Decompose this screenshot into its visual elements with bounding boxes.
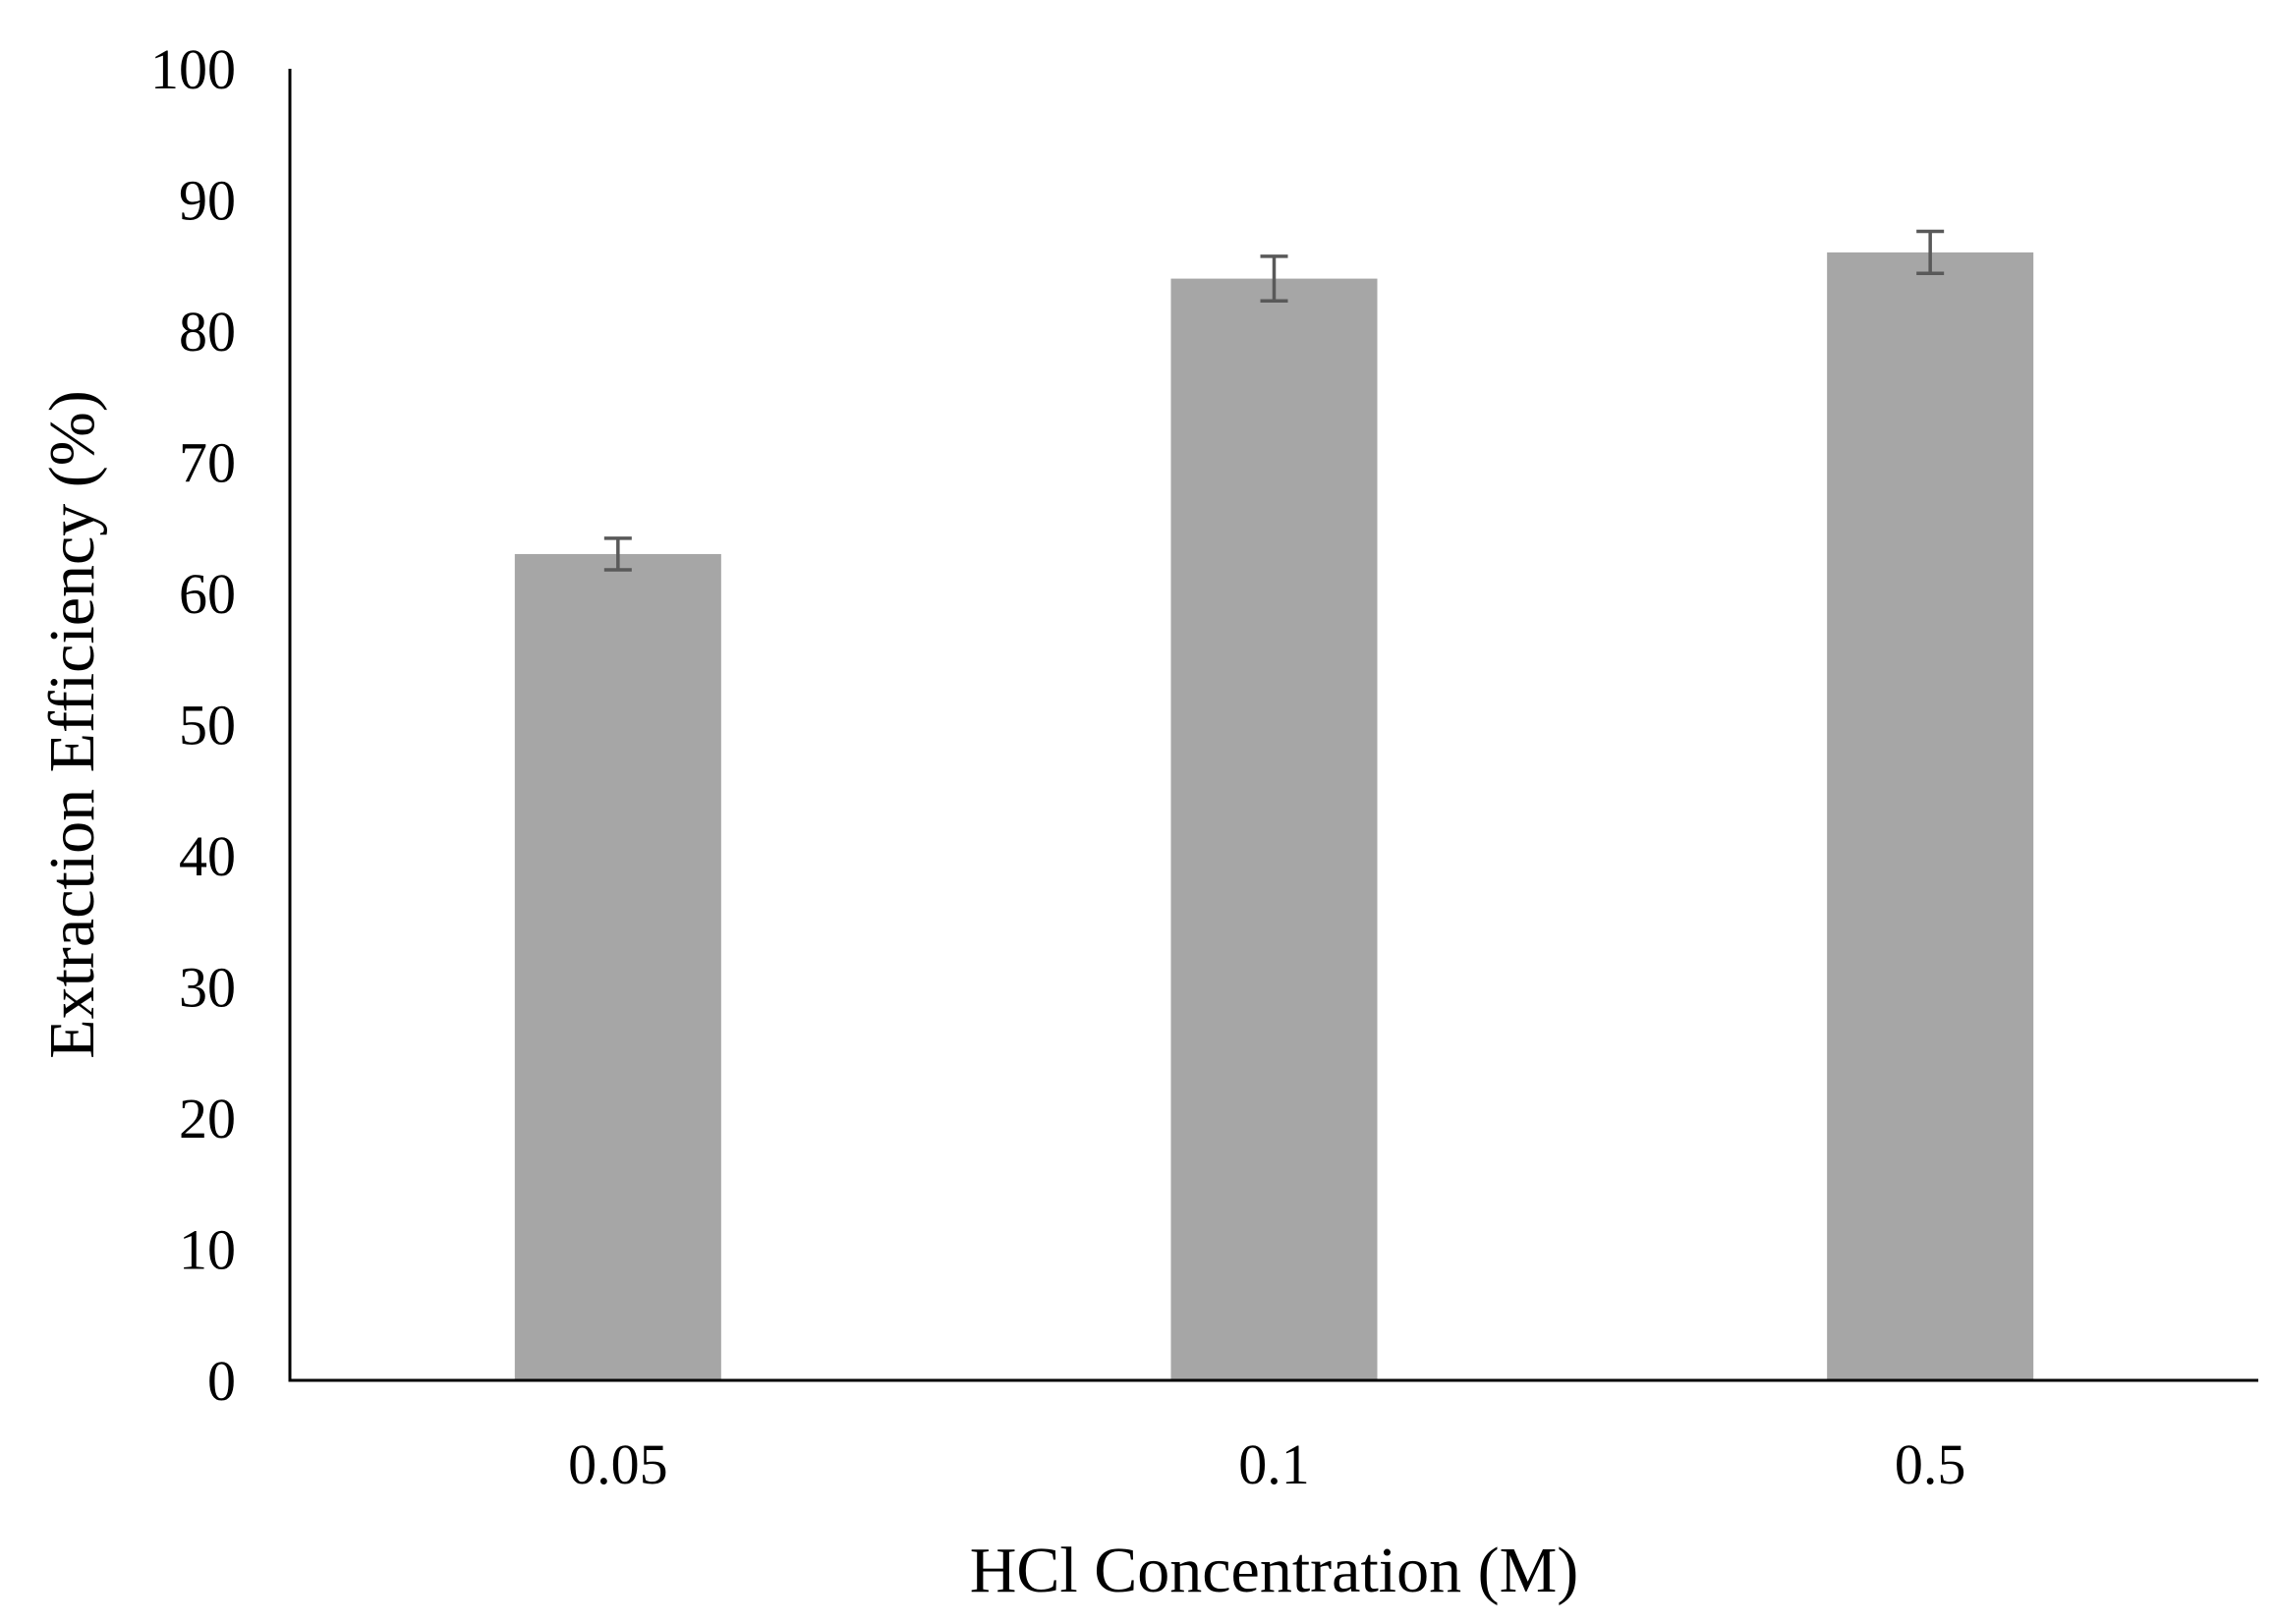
y-tick-label: 90 [179, 169, 236, 233]
y-tick-label: 30 [179, 956, 236, 1020]
bars-group [514, 252, 2034, 1381]
error-bar-0.05 [603, 536, 632, 572]
x-tick-label: 0.05 [568, 1432, 668, 1496]
error-bar-0.1 [1260, 254, 1288, 304]
y-tick-label: 100 [150, 37, 236, 101]
y-tick-label: 0 [207, 1349, 236, 1413]
y-tick-label: 70 [179, 431, 236, 495]
y-axis-title: Extraction Efficiency (%) [36, 390, 108, 1058]
y-tick-label: 40 [179, 824, 236, 888]
y-tick-label: 10 [179, 1218, 236, 1282]
x-tick-labels: 0.05 0.1 0.5 [568, 1432, 1965, 1496]
y-tick-label: 80 [179, 300, 236, 364]
y-tick-label: 50 [179, 694, 236, 757]
y-tick-label: 60 [179, 562, 236, 626]
error-bars-group [603, 229, 1945, 572]
axes-group [288, 69, 2258, 1382]
x-axis-title: HCl Concentration (M) [970, 1535, 1579, 1606]
bar-0.5 [1827, 252, 2034, 1380]
bar-0.1 [1170, 278, 1378, 1381]
y-tick-labels: 0 10 20 30 40 50 60 70 80 90 100 [150, 37, 236, 1413]
y-tick-label: 20 [179, 1087, 236, 1150]
error-bar-0.5 [1916, 229, 1945, 276]
x-tick-label: 0.5 [1895, 1432, 1966, 1496]
bar-0.05 [514, 553, 721, 1380]
x-tick-label: 0.1 [1238, 1432, 1310, 1496]
